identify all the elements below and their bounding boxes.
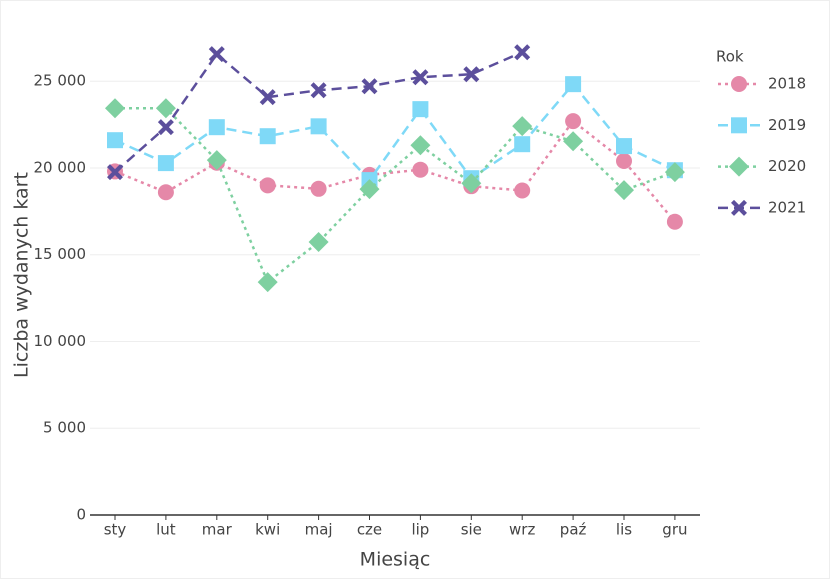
point <box>616 138 632 155</box>
point <box>616 153 632 170</box>
point <box>359 179 380 200</box>
point <box>257 272 278 293</box>
point <box>157 155 174 172</box>
y-tick-label: 15 000 <box>34 245 87 263</box>
point <box>361 78 378 95</box>
series-line <box>114 119 676 223</box>
y-tick-label: 0 <box>76 506 86 524</box>
legend-marker <box>731 199 747 216</box>
point <box>310 82 327 99</box>
y-tick-label: 20 000 <box>34 158 87 176</box>
x-tick-label: mar <box>202 521 233 539</box>
point <box>412 101 429 118</box>
point <box>461 173 482 194</box>
point <box>565 113 582 130</box>
x-tick-label: cze <box>357 521 382 539</box>
point <box>107 132 123 149</box>
x-tick-label: maj <box>305 521 333 539</box>
point <box>514 136 531 153</box>
point <box>412 161 429 178</box>
series-line <box>115 107 676 285</box>
point <box>259 177 276 194</box>
x-tick-label: kwi <box>255 521 280 539</box>
point <box>157 119 174 136</box>
legend-label: 2020 <box>768 157 806 175</box>
legend-label: 2019 <box>768 116 806 134</box>
x-tick-label: sty <box>104 521 127 539</box>
legend-marker <box>729 156 749 177</box>
x-tick-label: wrz <box>509 521 535 539</box>
point <box>208 46 225 63</box>
point <box>563 131 584 152</box>
point <box>105 98 125 119</box>
x-tick-label: paź <box>560 521 587 539</box>
point <box>463 66 480 83</box>
point <box>666 213 683 230</box>
point <box>410 135 431 156</box>
point <box>206 150 227 171</box>
point <box>565 76 582 93</box>
x-tick-label: lut <box>156 521 176 539</box>
x-tick-label: sie <box>461 521 482 539</box>
legend-label: 2018 <box>768 75 806 93</box>
y-tick-label: 10 000 <box>34 332 87 350</box>
point <box>614 180 634 201</box>
point <box>155 98 176 119</box>
series-line <box>114 82 676 183</box>
point <box>157 184 174 201</box>
y-tick-label: 5 000 <box>43 419 86 437</box>
point <box>208 119 225 136</box>
y-tick-label: 25 000 <box>34 72 87 90</box>
legend-marker <box>731 76 747 92</box>
x-tick-label: lis <box>616 521 632 539</box>
point <box>310 180 327 197</box>
point <box>259 128 276 145</box>
y-axis-title: Liczba wydanych kart <box>11 172 33 378</box>
point <box>308 232 329 253</box>
point <box>514 182 531 199</box>
point <box>514 44 531 61</box>
x-tick-label: gru <box>662 521 687 539</box>
legend-title: Rok <box>716 48 744 66</box>
legend-label: 2021 <box>768 198 806 216</box>
x-axis-title: Miesiąc <box>360 549 431 571</box>
point <box>512 116 533 137</box>
point <box>664 162 685 183</box>
point <box>107 164 123 181</box>
point <box>259 89 276 106</box>
point <box>310 118 327 135</box>
point <box>412 69 429 86</box>
x-tick-label: lip <box>411 521 429 539</box>
legend-marker <box>731 117 747 134</box>
